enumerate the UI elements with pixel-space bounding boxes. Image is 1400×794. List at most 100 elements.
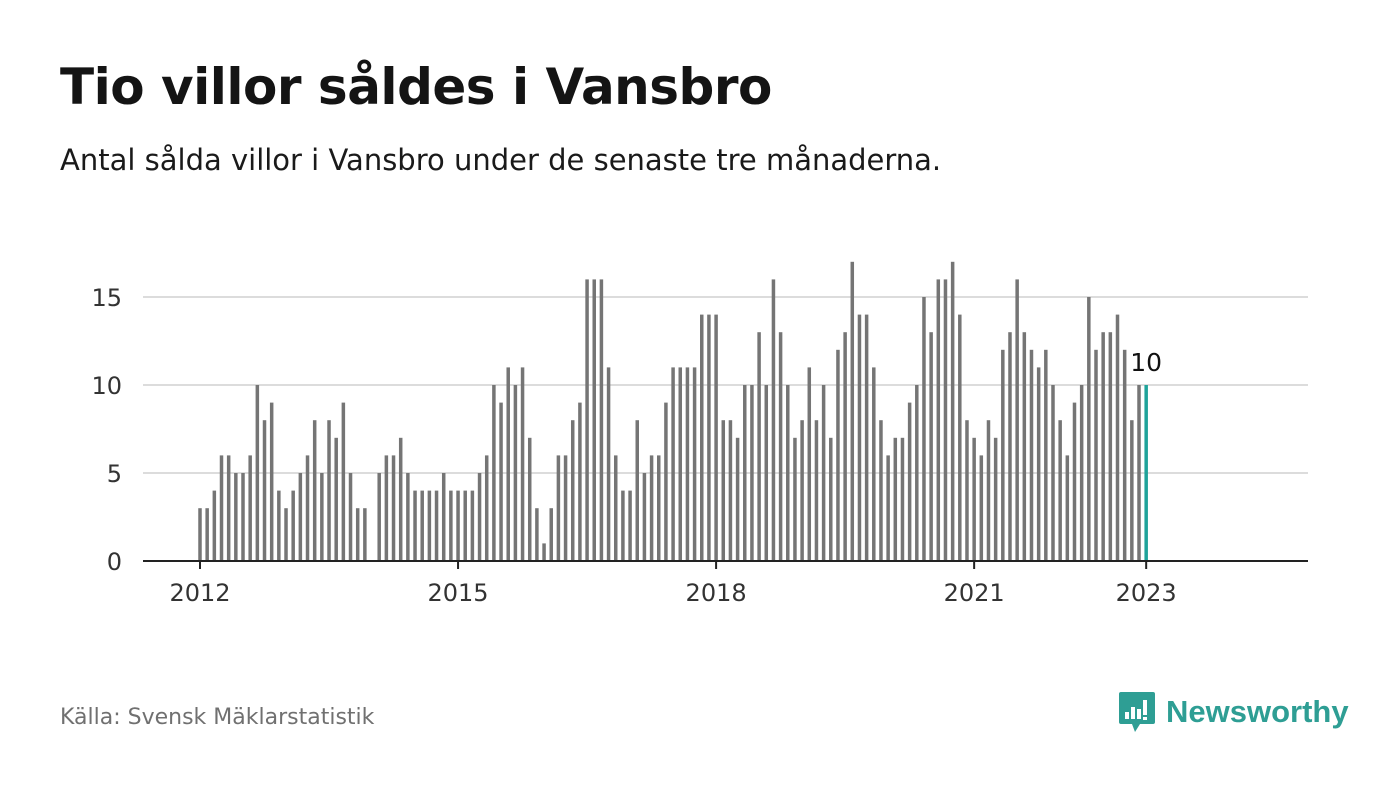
bar [413,490,417,561]
bar [578,402,582,561]
bar [1051,385,1055,561]
bar [248,455,252,561]
brand-name: Newsworthy [1166,694,1349,729]
bar [943,279,948,561]
bar [305,455,310,561]
bar [664,402,668,561]
bar [993,437,998,561]
bar [1094,349,1098,561]
bar [219,455,224,561]
bar [599,279,604,561]
bar [585,279,589,561]
bar [972,437,976,561]
bar [1008,332,1012,561]
x-tick-label: 2018 [686,579,747,607]
bar [556,455,561,561]
bar [570,420,575,561]
bar [1036,367,1041,561]
bar [886,455,890,561]
y-tick-label: 15 [91,284,122,312]
bar [391,455,396,561]
bar [355,508,360,561]
bar [320,473,324,561]
bar [800,420,804,561]
bar [277,490,281,561]
bar [406,473,410,561]
bar [341,402,346,561]
bar [434,490,439,561]
bar [363,508,367,561]
bar [441,473,446,561]
bar [764,385,769,561]
brand-logo[interactable]: Newsworthy [1118,690,1349,734]
bar-chart: 0 5 10 15 2012 2015 2018 2021 2023 10 [91,261,1308,607]
bar [1108,332,1113,561]
x-tick-label: 2021 [944,579,1005,607]
bar [635,420,639,561]
bar [685,367,690,561]
bar [1022,332,1027,561]
bar [542,543,546,561]
bar [743,385,747,561]
bar [255,385,260,561]
bar [398,437,403,561]
bar [198,508,202,561]
y-tick-label: 5 [107,460,122,488]
bar [269,402,274,561]
bar [291,490,295,561]
bar [1065,455,1070,561]
bar [821,385,826,561]
bar [1001,349,1005,561]
bar [1087,297,1091,561]
bar [205,508,209,561]
bar [979,455,984,561]
bar [678,367,683,561]
bar [778,332,783,561]
bar [850,261,855,561]
bar [348,473,353,561]
bar [857,314,862,561]
y-tick-label: 10 [91,372,122,400]
y-tick-label: 0 [107,548,122,576]
bar [606,367,611,561]
bars [198,261,1148,561]
bar [986,420,991,561]
bar [721,420,726,561]
bar [1044,349,1048,561]
bar [872,367,876,561]
bar [520,367,525,561]
bar [893,437,898,561]
bar [1130,420,1134,561]
source-note: Källa: Svensk Mäklarstatistik [60,705,375,730]
bar [958,314,962,561]
bar [384,455,389,561]
bar [298,473,303,561]
bar [477,473,482,561]
bar [657,455,661,561]
bar [879,420,883,561]
bar [950,261,955,561]
axes: 0 5 10 15 2012 2015 2018 2021 2023 [91,284,1308,607]
bar [1029,349,1034,561]
bar [549,508,553,561]
bar [1058,420,1062,561]
bar [642,473,647,561]
bar [1122,349,1127,561]
bar [728,420,733,561]
bar [771,279,776,561]
bar [1072,402,1077,561]
bar [613,455,618,561]
bar [463,490,467,561]
bar [226,455,231,561]
bar [907,402,912,561]
bar [649,455,654,561]
bar [692,367,697,561]
data-labels: 10 [1130,348,1162,377]
bar [864,314,869,561]
bar [470,490,475,561]
bar [814,420,819,561]
bar [334,437,338,561]
bar [456,490,460,561]
bar [592,279,596,561]
bar [241,473,245,561]
